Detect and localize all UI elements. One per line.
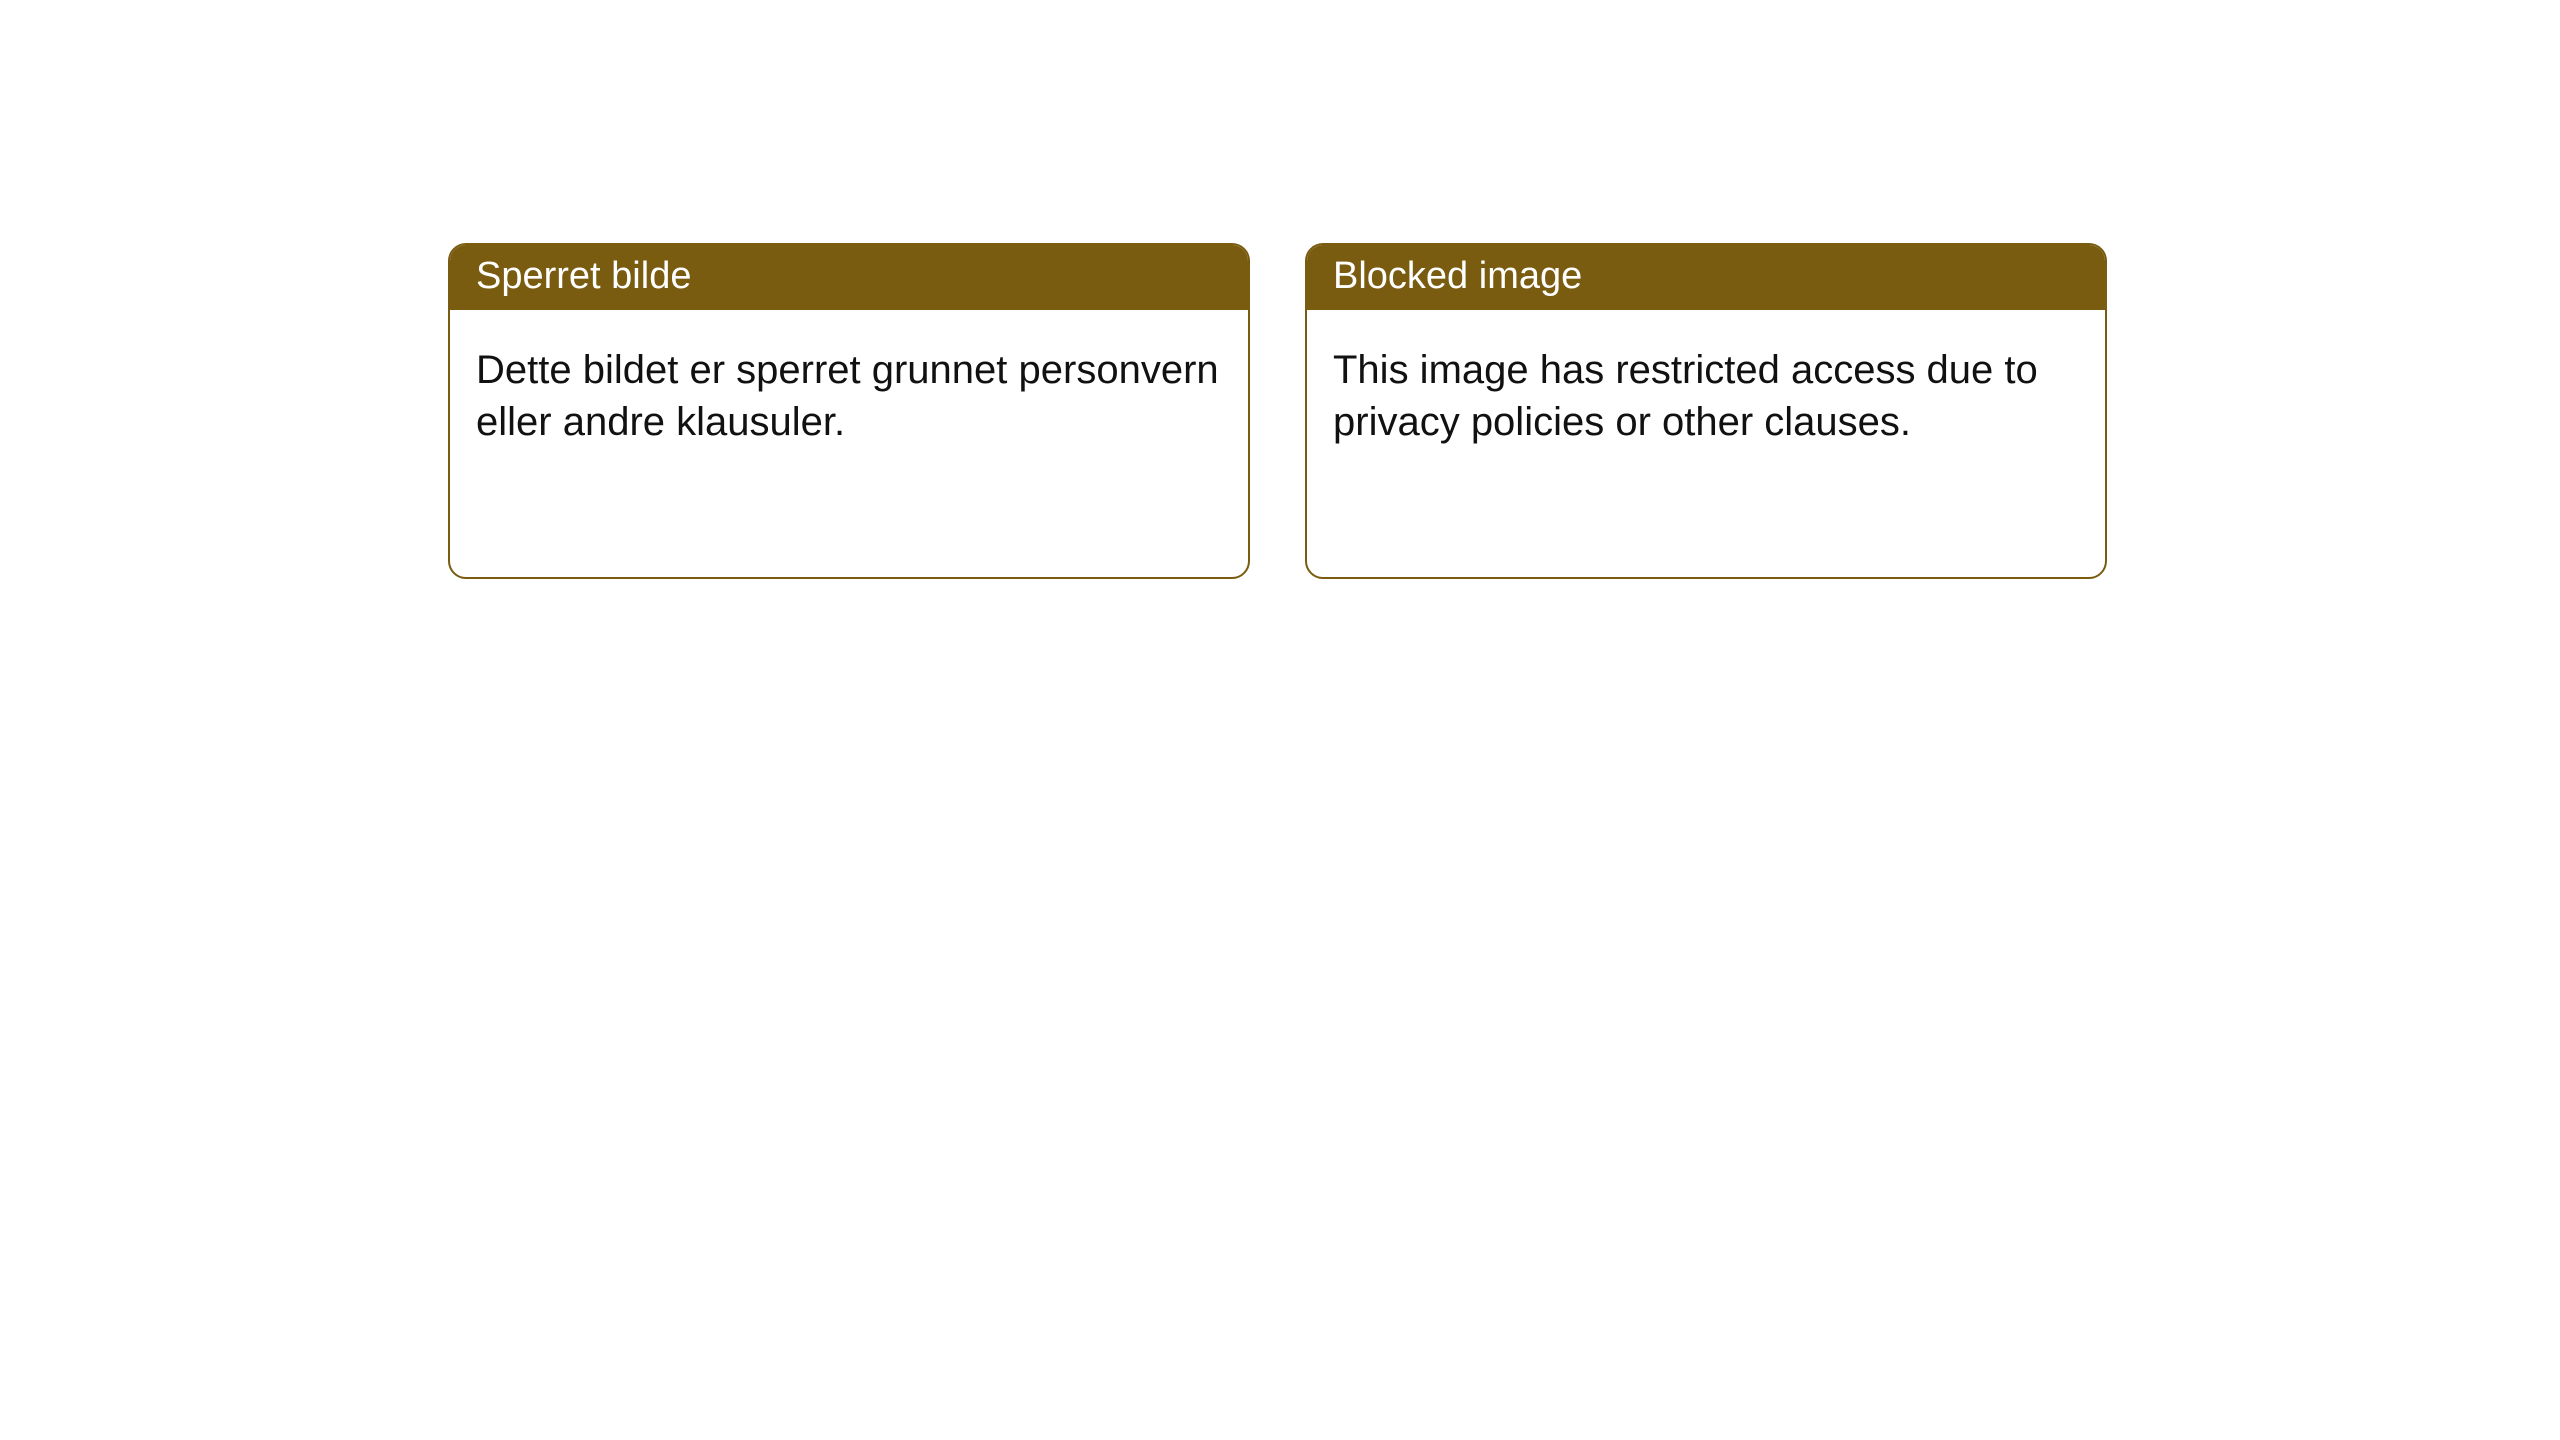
card-title-english: Blocked image — [1333, 255, 1582, 297]
notice-card-english: Blocked image This image has restricted … — [1305, 243, 2107, 579]
card-header-norwegian: Sperret bilde — [450, 245, 1248, 310]
card-title-norwegian: Sperret bilde — [476, 255, 691, 297]
notice-card-norwegian: Sperret bilde Dette bildet er sperret gr… — [448, 243, 1250, 579]
card-body-english: This image has restricted access due to … — [1307, 310, 2105, 474]
card-body-text-english: This image has restricted access due to … — [1333, 348, 2038, 444]
card-body-text-norwegian: Dette bildet er sperret grunnet personve… — [476, 348, 1219, 444]
card-header-english: Blocked image — [1307, 245, 2105, 310]
card-body-norwegian: Dette bildet er sperret grunnet personve… — [450, 310, 1248, 474]
notice-container: Sperret bilde Dette bildet er sperret gr… — [0, 0, 2560, 579]
